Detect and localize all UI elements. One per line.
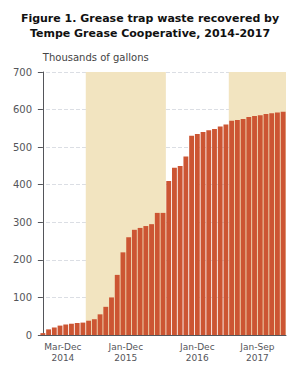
svg-text:600: 600: [13, 104, 32, 115]
svg-text:100: 100: [13, 292, 32, 303]
svg-text:500: 500: [13, 142, 32, 153]
svg-text:Jan-Dec: Jan-Dec: [179, 342, 215, 352]
svg-text:700: 700: [13, 67, 32, 78]
svg-text:2014: 2014: [51, 353, 74, 363]
svg-text:300: 300: [13, 217, 32, 228]
svg-text:Jan-Dec: Jan-Dec: [108, 342, 144, 352]
svg-text:Tempe Grease Cooperative, 2014: Tempe Grease Cooperative, 2014-2017: [30, 27, 270, 40]
svg-text:Figure 1. Grease trap waste re: Figure 1. Grease trap waste recovered by: [21, 12, 279, 25]
svg-text:Thousands of gallons: Thousands of gallons: [42, 52, 149, 63]
svg-text:2017: 2017: [246, 353, 269, 363]
svg-text:2015: 2015: [114, 353, 137, 363]
svg-text:Mar-Dec: Mar-Dec: [44, 342, 81, 352]
svg-text:2016: 2016: [186, 353, 209, 363]
svg-text:0: 0: [26, 330, 32, 341]
svg-text:Jan-Sep: Jan-Sep: [239, 342, 274, 352]
svg-text:400: 400: [13, 179, 32, 190]
svg-text:200: 200: [13, 254, 32, 265]
